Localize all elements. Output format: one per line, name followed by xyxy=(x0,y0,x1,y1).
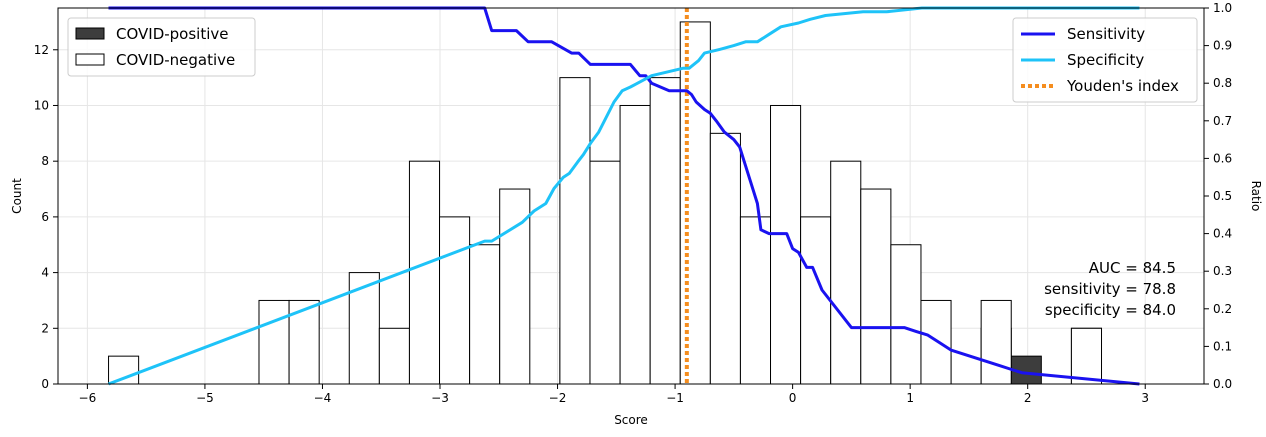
y-left-tick-label: 6 xyxy=(41,210,49,224)
legend-label: COVID-negative xyxy=(116,51,235,69)
bar-covid-negative xyxy=(649,77,681,385)
legend-label: Youden's index xyxy=(1066,77,1179,95)
bar-covid-negative xyxy=(709,132,741,385)
y-left-tick-label: 2 xyxy=(41,321,49,335)
y-left-tick-label: 0 xyxy=(41,377,49,391)
histogram-bars xyxy=(108,21,1103,385)
bar-covid-negative xyxy=(378,327,410,385)
axis-labels: Score Count Ratio xyxy=(10,178,1263,427)
legend-right-box xyxy=(1012,17,1198,103)
y-right-tick-label: 0.3 xyxy=(1213,264,1232,278)
y-left-tick-label: 12 xyxy=(34,43,49,57)
y-right-tick-label: 0.6 xyxy=(1213,151,1232,165)
legend-histograms: COVID-positive COVID-negative xyxy=(67,17,256,77)
y-axis-left-label: Count xyxy=(10,178,24,214)
y-right-tick-label: 0.0 xyxy=(1213,377,1232,391)
legend-label: COVID-positive xyxy=(116,25,229,43)
metrics-annotation: AUC = 84.5 sensitivity = 78.8 specificity … xyxy=(1044,259,1176,319)
x-tick-label: −6 xyxy=(79,391,97,405)
legend-swatch-covid-positive xyxy=(75,27,105,40)
bar-covid-negative xyxy=(679,21,711,385)
bar-covid-negative xyxy=(920,299,952,385)
y-right-tick-label: 0.2 xyxy=(1213,302,1232,316)
x-tick-label: −4 xyxy=(314,391,332,405)
x-tick-label: −1 xyxy=(666,391,684,405)
x-tick-label: 3 xyxy=(1141,391,1149,405)
y-right-tick-label: 0.8 xyxy=(1213,76,1232,90)
bar-covid-negative xyxy=(619,104,651,385)
legend-left-box xyxy=(67,17,256,77)
y-left-tick-label: 10 xyxy=(34,98,49,112)
bar-covid-negative xyxy=(258,299,290,385)
bar-covid-negative xyxy=(589,160,621,385)
y-left-tick-label: 8 xyxy=(41,154,49,168)
bar-covid-negative xyxy=(860,188,892,385)
y-right-tick-label: 0.7 xyxy=(1213,114,1232,128)
x-tick-label: 0 xyxy=(789,391,797,405)
x-tick-label: 1 xyxy=(906,391,914,405)
line-sensitivity xyxy=(108,6,1140,386)
metrics-annotation-line: sensitivity = 78.8 xyxy=(1044,280,1176,298)
y-right-tick-label: 0.1 xyxy=(1213,339,1232,353)
legend-label: Sensitivity xyxy=(1067,25,1145,43)
ratio-lines xyxy=(107,6,1140,386)
y-right-tick-label: 0.4 xyxy=(1213,227,1232,241)
legend-label: Specificity xyxy=(1067,51,1144,69)
bar-covid-negative xyxy=(408,160,441,385)
bar-covid-negative xyxy=(770,104,802,385)
bar-covid-negative xyxy=(890,244,922,385)
bar-covid-negative xyxy=(1070,327,1103,385)
line-specificity xyxy=(107,6,1140,386)
bar-covid-negative xyxy=(559,77,591,385)
legend-swatch-covid-negative xyxy=(75,53,105,66)
x-tick-label: 2 xyxy=(1024,391,1032,405)
x-axis-label: Score xyxy=(614,413,648,427)
axis-ticks: −6 −5 −4 −3 −2 −1 0 1 2 30246810120.00.10.20.30.4… xyxy=(34,1,1232,405)
bar-covid-negative xyxy=(469,244,501,385)
x-tick-label: −2 xyxy=(549,391,567,405)
legend-ratios: Sensitivity Specificity Youden's index xyxy=(1012,17,1198,103)
y-axis-right-label: Ratio xyxy=(1249,181,1263,212)
bar-covid-negative xyxy=(800,216,832,385)
x-tick-label: −5 xyxy=(196,391,214,405)
metrics-annotation-line: specificity = 84.0 xyxy=(1045,301,1176,319)
y-right-tick-label: 1.0 xyxy=(1213,1,1232,15)
bar-covid-negative xyxy=(439,216,471,385)
y-right-tick-label: 0.9 xyxy=(1213,39,1232,53)
bar-covid-negative xyxy=(980,299,1012,385)
metrics-annotation-line: AUC = 84.5 xyxy=(1089,259,1176,277)
bar-covid-negative xyxy=(739,216,772,385)
x-tick-label: −3 xyxy=(431,391,449,405)
y-left-tick-label: 4 xyxy=(41,266,49,280)
y-right-tick-label: 0.5 xyxy=(1213,189,1232,203)
bar-covid-negative xyxy=(830,160,862,385)
